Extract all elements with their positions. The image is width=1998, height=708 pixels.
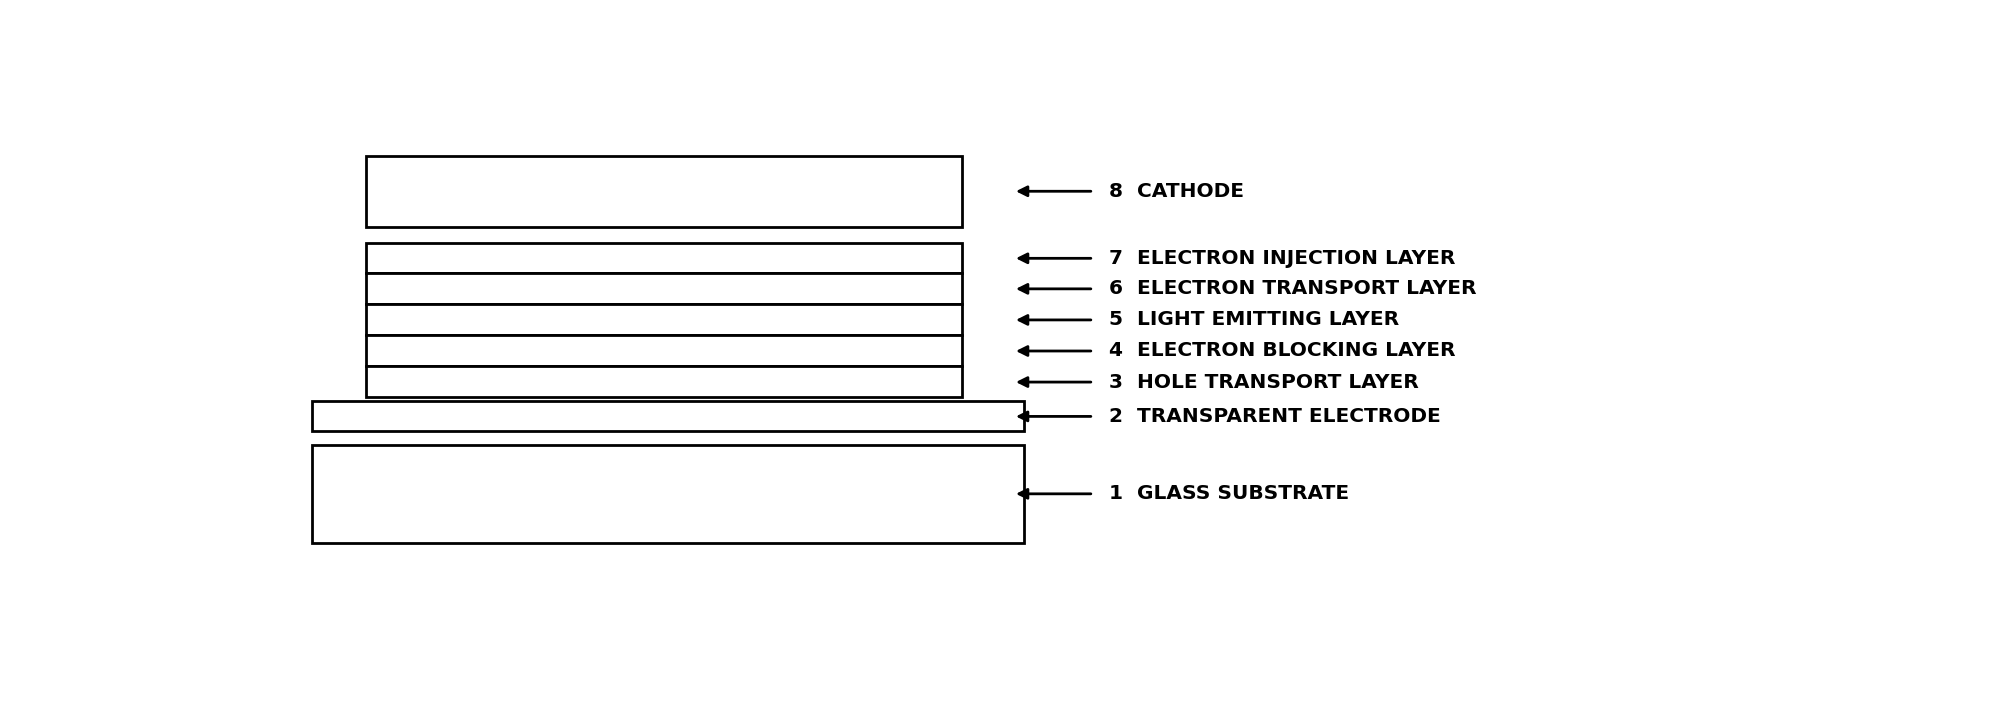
Bar xyxy=(366,335,963,366)
Bar xyxy=(312,445,1023,543)
Text: 1  GLASS SUBSTRATE: 1 GLASS SUBSTRATE xyxy=(1109,484,1349,503)
Text: 8  CATHODE: 8 CATHODE xyxy=(1109,182,1245,201)
Bar xyxy=(366,304,963,335)
Bar xyxy=(366,156,963,227)
Text: 2  TRANSPARENT ELECTRODE: 2 TRANSPARENT ELECTRODE xyxy=(1109,407,1441,426)
Bar xyxy=(366,366,963,397)
Text: 3  HOLE TRANSPORT LAYER: 3 HOLE TRANSPORT LAYER xyxy=(1109,372,1419,392)
Text: 6  ELECTRON TRANSPORT LAYER: 6 ELECTRON TRANSPORT LAYER xyxy=(1109,280,1477,298)
Text: 7  ELECTRON INJECTION LAYER: 7 ELECTRON INJECTION LAYER xyxy=(1109,249,1455,268)
Bar xyxy=(366,243,963,273)
Text: 4  ELECTRON BLOCKING LAYER: 4 ELECTRON BLOCKING LAYER xyxy=(1109,341,1457,360)
Bar xyxy=(366,273,963,304)
Text: 5  LIGHT EMITTING LAYER: 5 LIGHT EMITTING LAYER xyxy=(1109,310,1399,329)
Bar xyxy=(312,401,1023,431)
